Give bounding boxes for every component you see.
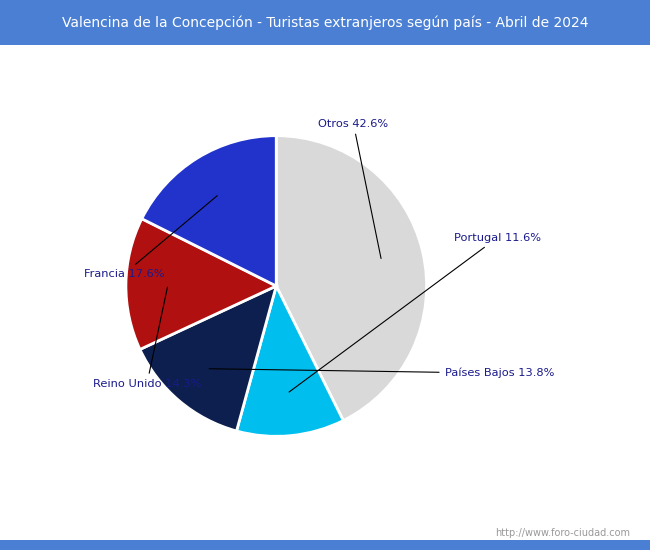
- Wedge shape: [237, 286, 343, 436]
- Text: Francia 17.6%: Francia 17.6%: [84, 196, 217, 279]
- Text: Países Bajos 13.8%: Países Bajos 13.8%: [209, 368, 554, 378]
- Text: Otros 42.6%: Otros 42.6%: [318, 119, 389, 258]
- Wedge shape: [126, 219, 276, 349]
- Text: Portugal 11.6%: Portugal 11.6%: [289, 233, 541, 392]
- Text: Valencina de la Concepción - Turistas extranjeros según país - Abril de 2024: Valencina de la Concepción - Turistas ex…: [62, 15, 588, 30]
- Text: http://www.foro-ciudad.com: http://www.foro-ciudad.com: [495, 528, 630, 538]
- Wedge shape: [142, 136, 276, 286]
- Wedge shape: [276, 136, 426, 421]
- Text: Reino Unido 14.3%: Reino Unido 14.3%: [93, 287, 201, 389]
- Wedge shape: [140, 286, 276, 431]
